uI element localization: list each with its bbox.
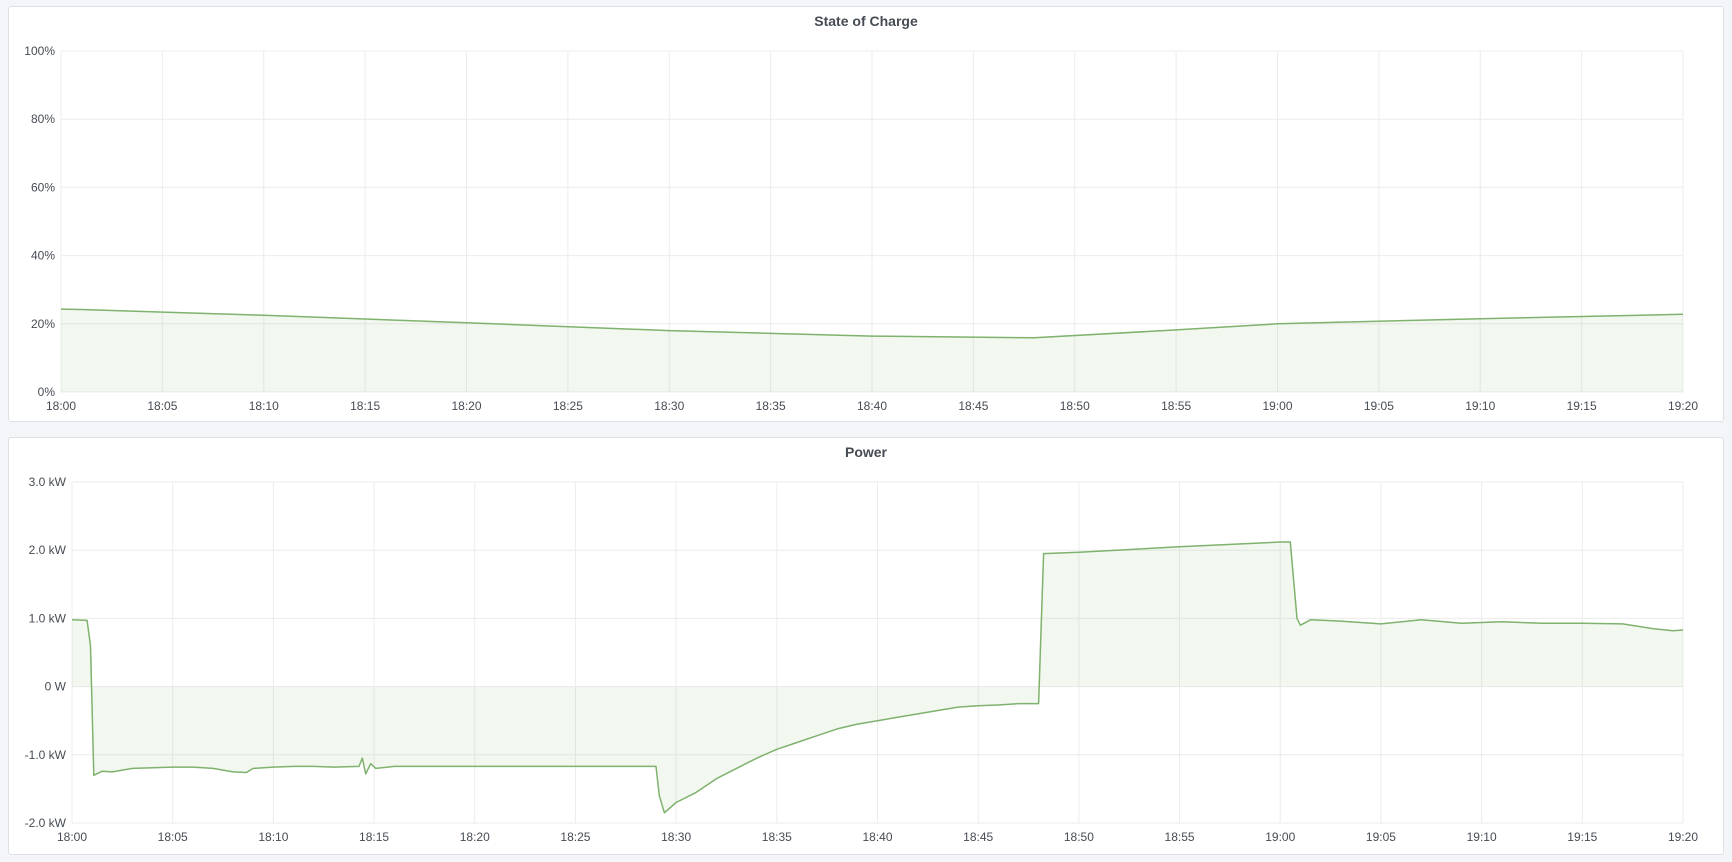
x-tick-label: 18:45 bbox=[958, 399, 988, 413]
x-tick-label: 19:20 bbox=[1668, 399, 1698, 413]
x-tick-label: 19:05 bbox=[1364, 399, 1394, 413]
x-tick-label: 18:05 bbox=[158, 830, 188, 844]
y-tick-label: 0 W bbox=[45, 680, 67, 694]
x-tick-label: 18:55 bbox=[1165, 830, 1195, 844]
state-of-charge-chart: 0% 20% 40% 60% 80% 100% 18:00 18:05 18:10 18:15 18… bbox=[24, 44, 1698, 413]
y-tick-label: 40% bbox=[31, 249, 55, 263]
panel-title[interactable]: State of Charge bbox=[814, 13, 918, 29]
x-tick-label: 18:25 bbox=[553, 399, 583, 413]
y-tick-label: 20% bbox=[31, 317, 55, 331]
x-tick-label: 18:30 bbox=[661, 830, 691, 844]
x-tick-label: 19:10 bbox=[1465, 399, 1495, 413]
x-tick-label: 18:35 bbox=[762, 830, 792, 844]
series-line bbox=[60, 308, 1684, 339]
power-chart: -2.0 kW -1.0 kW 0 W 1.0 kW 2.0 kW 3.0 kW 18:00… bbox=[25, 475, 1699, 844]
x-tick-label: 18:40 bbox=[862, 830, 892, 844]
x-tick-label: 18:10 bbox=[249, 399, 279, 413]
y-tick-label: 60% bbox=[31, 180, 55, 194]
y-tick-label: 2.0 kW bbox=[29, 543, 67, 557]
x-tick-label: 19:20 bbox=[1668, 830, 1698, 844]
series-area bbox=[72, 542, 1683, 813]
y-tick-label: 1.0 kW bbox=[29, 611, 67, 625]
x-tick-label: 18:00 bbox=[46, 399, 76, 413]
series-line bbox=[71, 541, 1684, 814]
x-tick-label: 18:15 bbox=[359, 830, 389, 844]
x-tick-label: 18:55 bbox=[1161, 399, 1191, 413]
x-tick-label: 18:20 bbox=[460, 830, 490, 844]
series-area bbox=[61, 309, 1683, 392]
x-tick-label: 19:00 bbox=[1265, 830, 1295, 844]
x-tick-label: 18:35 bbox=[756, 399, 786, 413]
x-tick-label: 18:25 bbox=[560, 830, 590, 844]
x-tick-label: 18:50 bbox=[1064, 830, 1094, 844]
panel-title[interactable]: Power bbox=[844, 444, 887, 460]
state-of-charge-panel: State of Charge 0% 20% 40% 60% 80% 100% 18:00 1… bbox=[8, 6, 1724, 422]
x-tick-label: 19:05 bbox=[1366, 830, 1396, 844]
x-tick-label: 18:30 bbox=[654, 399, 684, 413]
y-tick-label: -1.0 kW bbox=[25, 748, 67, 762]
y-tick-label: 0% bbox=[38, 385, 56, 399]
y-tick-label: -2.0 kW bbox=[25, 816, 67, 830]
x-tick-label: 18:10 bbox=[258, 830, 288, 844]
y-tick-label: 100% bbox=[24, 44, 55, 58]
x-tick-label: 18:50 bbox=[1060, 399, 1090, 413]
x-tick-label: 19:00 bbox=[1262, 399, 1292, 413]
x-tick-label: 18:45 bbox=[963, 830, 993, 844]
x-tick-label: 19:15 bbox=[1567, 399, 1597, 413]
y-tick-label: 80% bbox=[31, 112, 55, 126]
y-tick-label: 3.0 kW bbox=[29, 475, 67, 489]
x-tick-label: 18:40 bbox=[857, 399, 887, 413]
x-tick-label: 18:05 bbox=[147, 399, 177, 413]
x-tick-label: 19:10 bbox=[1467, 830, 1497, 844]
x-tick-label: 18:15 bbox=[350, 399, 380, 413]
x-tick-label: 19:15 bbox=[1567, 830, 1597, 844]
x-tick-label: 18:00 bbox=[57, 830, 87, 844]
power-panel: Power -2.0 kW -1.0 kW 0 W 1.0 kW 2.0 kW 3.0 k… bbox=[8, 437, 1724, 855]
x-tick-label: 18:20 bbox=[451, 399, 481, 413]
